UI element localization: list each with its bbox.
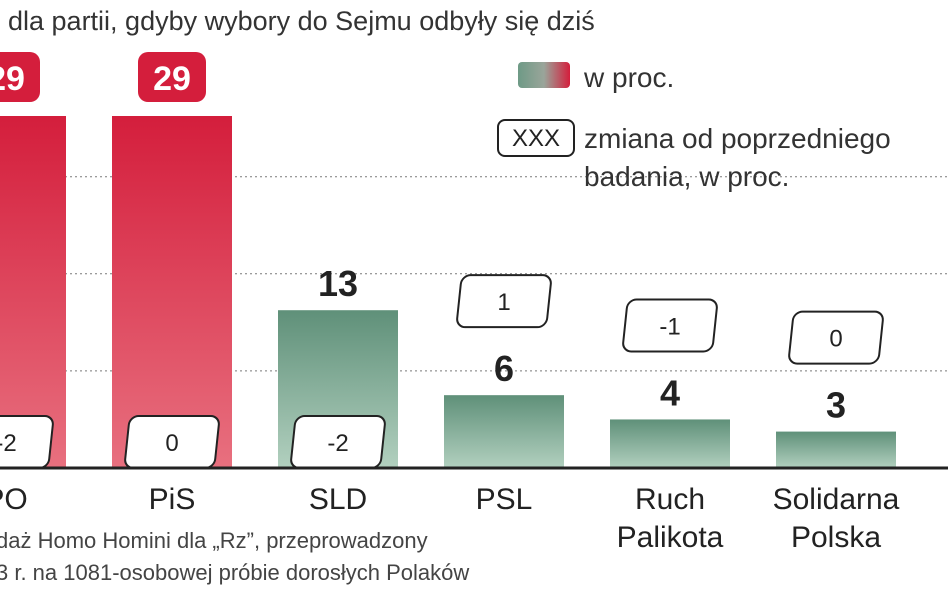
value-label: 3 [826, 385, 846, 426]
value-label: 6 [494, 348, 514, 389]
bar [776, 431, 896, 468]
category-label: Polska [791, 521, 881, 554]
category-label: Palikota [617, 521, 724, 554]
legend-change-box [497, 119, 575, 157]
legend: w proc. XXX zmiana od poprzedniego badan… [497, 62, 891, 192]
category-label: PO [0, 483, 28, 516]
gridlines [0, 176, 948, 372]
legend-change-label-line1: zmiana od poprzedniego [584, 123, 891, 154]
change-label: 1 [497, 289, 510, 316]
legend-percent-label: w proc. [583, 62, 674, 93]
change-label: -2 [0, 430, 17, 457]
source-note-line2: 3 r. na 1081-osobowej próbie dorosłych P… [0, 560, 469, 585]
value-badge [138, 52, 206, 102]
bars: 29 -2 PO 29 0 PiS 13 -2 SLD 6 1 PSL 4 -1 Ruch Palikota 3… [0, 52, 900, 554]
bar [610, 419, 730, 468]
value-badge [0, 52, 40, 102]
category-label: PiS [149, 483, 196, 516]
value-label: 29 [153, 60, 191, 98]
change-label: -2 [327, 430, 348, 457]
change-box [788, 310, 884, 365]
value-label: 29 [0, 60, 25, 98]
legend-change-box-text: XXX [512, 125, 560, 152]
chart-title: dla partii, gdyby wybory do Sejmu odbyły… [8, 6, 595, 36]
bar [0, 116, 66, 468]
change-box [622, 298, 718, 353]
category-label: PSL [476, 483, 533, 516]
change-label: 0 [165, 430, 178, 457]
category-label: Ruch [635, 483, 705, 516]
source-note-line1: daż Homo Homini dla „Rz”, przeprowadzony [0, 528, 428, 553]
bar [444, 395, 564, 468]
bar [112, 116, 232, 468]
legend-change-label-line2: badania, w proc. [584, 161, 789, 192]
value-label: 13 [318, 263, 358, 304]
change-box [456, 274, 552, 329]
change-label: 0 [829, 326, 842, 353]
value-label: 4 [660, 372, 680, 413]
change-label: -1 [659, 313, 680, 340]
category-label: Solidarna [773, 483, 900, 516]
legend-swatch [518, 62, 570, 88]
category-label: SLD [309, 483, 367, 516]
